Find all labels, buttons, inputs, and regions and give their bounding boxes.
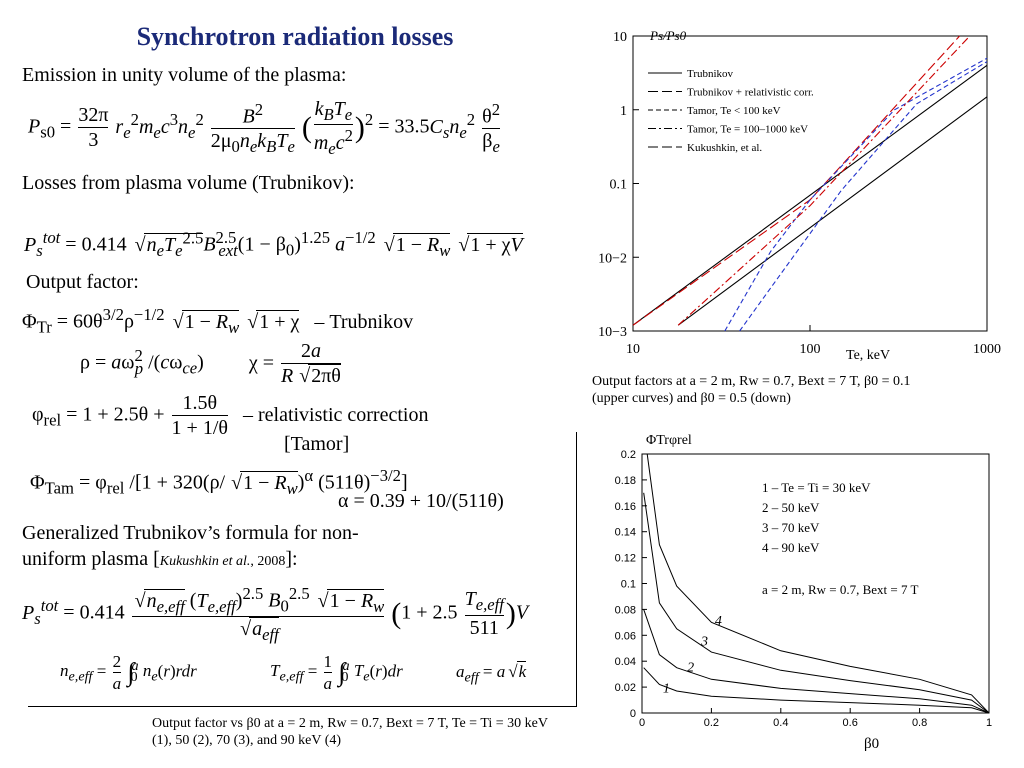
legend-entry: Tamor, Te = 100–1000 keV <box>687 124 808 136</box>
output-factor-heading: Output factor: <box>26 271 139 293</box>
x-tick-label: 100 <box>800 342 821 357</box>
curve-label: 1 <box>663 681 670 696</box>
legend-entry: Trubnikov <box>687 68 734 80</box>
legend-entry: Kukushkin, et al. <box>687 142 762 154</box>
curve-label: 2 <box>687 661 694 676</box>
y-tick-label: 0.1 <box>610 178 628 193</box>
losses-equation: Pstot = 0.414 neTe2.5B2.5ext(1 − β0)1.25… <box>24 228 523 261</box>
bottom-caption: Output factor vs β0 at a = 2 m, Rw = 0.7… <box>152 716 548 748</box>
x-tick-label: 0.2 <box>704 717 719 729</box>
rho-chi-equation: ρ = aω2p /(cωce) χ = 2aR 2πθ <box>80 340 343 388</box>
y-tick-label: 0.2 <box>621 449 636 461</box>
series-line-3 <box>643 492 990 714</box>
legend-entry: 4 – 90 keV <box>762 540 820 555</box>
y-tick-label: 0.14 <box>615 527 636 539</box>
x-axis-label: β0 <box>864 736 879 752</box>
y-tick-label: 0.18 <box>615 475 636 487</box>
series-line-2 <box>643 609 990 714</box>
x-tick-label: 0.4 <box>773 717 788 729</box>
y-tick-label: 0.06 <box>615 630 636 642</box>
top-chart-caption: Output factors at a = 2 m, Rw = 0.7, Bex… <box>592 374 911 406</box>
x-axis-label: Te, keV <box>846 348 890 363</box>
legend-entry: 2 – 50 keV <box>762 500 820 515</box>
y-tick-label: 10 <box>613 30 627 45</box>
params-text: a = 2 m, Rw = 0.7, Bext = 7 T <box>762 582 919 597</box>
y-tick-label: 1 <box>620 104 627 119</box>
phi-rel-equation: φrel = 1 + 2.5θ + 1.5θ 1 + 1/θ – relativi… <box>32 392 429 439</box>
series-line-3 <box>724 57 988 332</box>
series-line-5 <box>739 61 988 332</box>
divider-vertical <box>576 432 577 707</box>
x-tick-label: 1000 <box>973 342 1001 357</box>
series-line-1 <box>643 667 990 714</box>
y-tick-label: 0.08 <box>615 604 636 616</box>
y-tick-label: 0.16 <box>615 501 636 513</box>
y-tick-label: 0.12 <box>615 553 636 565</box>
phi-tr-equation: ΦTr = 60θ3/2ρ−1/2 1 − Rw 1 + χ – Trubnik… <box>22 305 413 338</box>
generalized-heading-2: uniform plasma [Kukushkin et al., 2008]: <box>22 548 298 570</box>
a-eff-equation: aeff = ak <box>456 661 527 686</box>
y-tick-label: 0.04 <box>615 656 636 668</box>
legend-entry: 3 – 70 keV <box>762 520 820 535</box>
generalized-heading-1: Generalized Trubnikov’s formula for non- <box>22 522 359 544</box>
y-tick-label: 0.1 <box>621 579 636 591</box>
losses-heading: Losses from plasma volume (Trubnikov): <box>22 172 355 194</box>
legend-entry: Tamor, Te < 100 keV <box>687 105 781 117</box>
y-axis-label: ΦTrφrel <box>646 433 692 448</box>
tamor-ref: [Tamor] <box>284 433 350 455</box>
synchrotron-output-factor-chart: 10 100 1000 10 1 0.1 10−2 10−3 Ps/Ps0 Te, keV T… <box>598 28 1001 363</box>
x-tick-label: 0.8 <box>912 717 927 729</box>
series-line-0 <box>632 64 988 326</box>
y-tick-label: 0.02 <box>615 682 636 694</box>
legend-entry: 1 – Te = Ti = 30 keV <box>762 480 871 495</box>
series-line-4 <box>646 453 990 714</box>
y-tick-label: 0 <box>630 708 636 720</box>
alpha-equation: α = 0.39 + 10/(511θ) <box>338 490 504 512</box>
y-tick-label: 10−3 <box>598 325 627 340</box>
curve-label: 3 <box>700 635 708 650</box>
x-tick-label: 10 <box>626 342 640 357</box>
y-axis-label: Ps/Ps0 <box>649 28 687 43</box>
page-title: Synchrotron radiation losses <box>136 22 454 51</box>
emission-equation: Ps0 = 32π 3 re2mec3ne2 B2 2μ0nekBTe (kBTe m… <box>28 98 501 158</box>
output-factor-vs-beta-chart: 0 0.2 0.4 0.6 0.8 1 0.2 0.18 0.16 0.14 0.12 0.1 0.08… <box>615 433 992 752</box>
series-line-2 <box>632 35 961 326</box>
series-line-1 <box>677 96 988 326</box>
emission-heading: Emission in unity volume of the plasma: <box>22 64 347 86</box>
x-tick-label: 0.6 <box>843 717 858 729</box>
series-line-4 <box>677 35 971 326</box>
x-tick-label: 0 <box>639 717 645 729</box>
generalized-equation: Pstot = 0.414 ne,eff (Te,eff)2.5 B02.5 1… <box>22 584 528 644</box>
divider-horizontal <box>28 706 576 707</box>
curve-label: 4 <box>715 614 722 629</box>
y-tick-label: 10−2 <box>598 251 627 266</box>
legend-entry: Trubnikov + relativistic corr. <box>687 87 814 99</box>
x-tick-label: 1 <box>986 717 992 729</box>
phi-tamor-equation: ΦTam = φrel /[1 + 320(ρ/ 1 − Rw)α (511θ)… <box>30 466 408 499</box>
